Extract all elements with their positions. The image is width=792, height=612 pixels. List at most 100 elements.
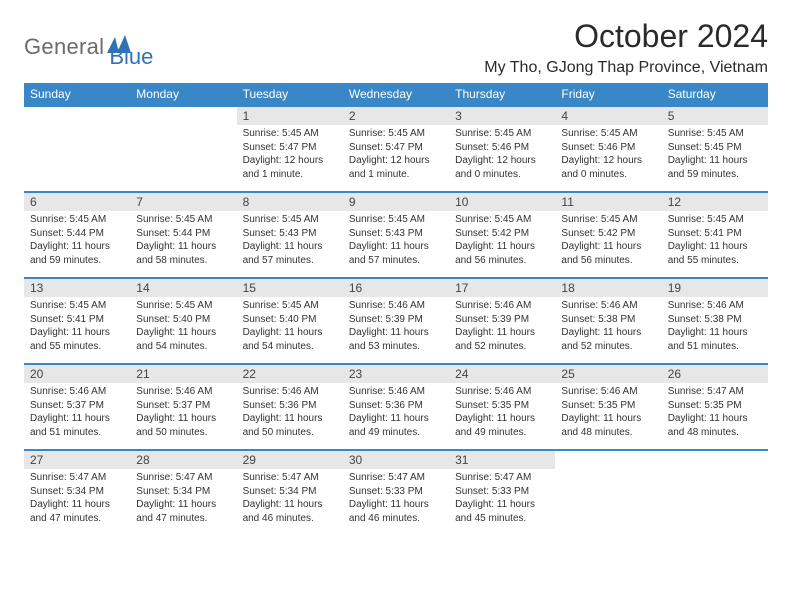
sunrise-text: Sunrise: 5:45 AM <box>455 127 549 141</box>
day-data-row: Sunrise: 5:45 AMSunset: 5:44 PMDaylight:… <box>24 211 768 278</box>
sunrise-text: Sunrise: 5:47 AM <box>455 471 549 485</box>
sunrise-text: Sunrise: 5:47 AM <box>136 471 230 485</box>
sunrise-text: Sunrise: 5:45 AM <box>136 213 230 227</box>
sunrise-text: Sunrise: 5:45 AM <box>668 213 762 227</box>
day-data-cell: Sunrise: 5:46 AMSunset: 5:37 PMDaylight:… <box>130 383 236 450</box>
day-data-cell: Sunrise: 5:47 AMSunset: 5:35 PMDaylight:… <box>662 383 768 450</box>
day-data-cell: Sunrise: 5:46 AMSunset: 5:36 PMDaylight:… <box>237 383 343 450</box>
sunrise-text: Sunrise: 5:46 AM <box>243 385 337 399</box>
day-number-cell: 25 <box>555 364 661 383</box>
sunset-text: Sunset: 5:43 PM <box>243 227 337 241</box>
day-data-cell: Sunrise: 5:45 AMSunset: 5:41 PMDaylight:… <box>662 211 768 278</box>
daylight-text: Daylight: 11 hours and 50 minutes. <box>136 412 230 439</box>
day-data-cell <box>24 125 130 192</box>
day-data-cell: Sunrise: 5:45 AMSunset: 5:46 PMDaylight:… <box>449 125 555 192</box>
sunset-text: Sunset: 5:42 PM <box>561 227 655 241</box>
day-number-row: 2728293031 <box>24 450 768 469</box>
day-data-cell: Sunrise: 5:46 AMSunset: 5:38 PMDaylight:… <box>662 297 768 364</box>
daylight-text: Daylight: 11 hours and 58 minutes. <box>136 240 230 267</box>
sunrise-text: Sunrise: 5:45 AM <box>349 127 443 141</box>
sunset-text: Sunset: 5:35 PM <box>668 399 762 413</box>
day-data-row: Sunrise: 5:45 AMSunset: 5:47 PMDaylight:… <box>24 125 768 192</box>
day-number-cell: 9 <box>343 192 449 211</box>
sunrise-text: Sunrise: 5:45 AM <box>561 213 655 227</box>
daylight-text: Daylight: 11 hours and 47 minutes. <box>30 498 124 525</box>
daylight-text: Daylight: 11 hours and 52 minutes. <box>455 326 549 353</box>
sunrise-text: Sunrise: 5:45 AM <box>243 127 337 141</box>
day-number-row: 20212223242526 <box>24 364 768 383</box>
sunrise-text: Sunrise: 5:45 AM <box>455 213 549 227</box>
sunset-text: Sunset: 5:37 PM <box>30 399 124 413</box>
sunset-text: Sunset: 5:34 PM <box>30 485 124 499</box>
sunrise-text: Sunrise: 5:46 AM <box>349 385 443 399</box>
day-data-cell: Sunrise: 5:45 AMSunset: 5:43 PMDaylight:… <box>237 211 343 278</box>
day-number-cell: 17 <box>449 278 555 297</box>
weekday-saturday: Saturday <box>662 83 768 106</box>
sunrise-text: Sunrise: 5:47 AM <box>349 471 443 485</box>
sunset-text: Sunset: 5:39 PM <box>455 313 549 327</box>
daylight-text: Daylight: 11 hours and 50 minutes. <box>243 412 337 439</box>
daylight-text: Daylight: 11 hours and 49 minutes. <box>455 412 549 439</box>
sunset-text: Sunset: 5:44 PM <box>136 227 230 241</box>
day-data-cell: Sunrise: 5:46 AMSunset: 5:37 PMDaylight:… <box>24 383 130 450</box>
sunrise-text: Sunrise: 5:45 AM <box>668 127 762 141</box>
title-block: October 2024 My Tho, GJong Thap Province… <box>484 18 768 77</box>
day-data-cell: Sunrise: 5:45 AMSunset: 5:43 PMDaylight:… <box>343 211 449 278</box>
sunrise-text: Sunrise: 5:46 AM <box>455 385 549 399</box>
day-number-cell: 18 <box>555 278 661 297</box>
daylight-text: Daylight: 11 hours and 56 minutes. <box>561 240 655 267</box>
day-data-cell: Sunrise: 5:46 AMSunset: 5:39 PMDaylight:… <box>343 297 449 364</box>
weekday-monday: Monday <box>130 83 236 106</box>
day-number-row: 13141516171819 <box>24 278 768 297</box>
sunrise-text: Sunrise: 5:45 AM <box>561 127 655 141</box>
sunset-text: Sunset: 5:33 PM <box>349 485 443 499</box>
daylight-text: Daylight: 11 hours and 46 minutes. <box>243 498 337 525</box>
day-number-cell: 26 <box>662 364 768 383</box>
sunrise-text: Sunrise: 5:47 AM <box>243 471 337 485</box>
day-number-cell: 20 <box>24 364 130 383</box>
day-data-cell: Sunrise: 5:46 AMSunset: 5:35 PMDaylight:… <box>449 383 555 450</box>
day-number-cell: 1 <box>237 106 343 125</box>
calendar-body: 12345Sunrise: 5:45 AMSunset: 5:47 PMDayl… <box>24 106 768 535</box>
day-data-cell: Sunrise: 5:45 AMSunset: 5:40 PMDaylight:… <box>130 297 236 364</box>
day-data-cell: Sunrise: 5:45 AMSunset: 5:44 PMDaylight:… <box>130 211 236 278</box>
day-data-row: Sunrise: 5:45 AMSunset: 5:41 PMDaylight:… <box>24 297 768 364</box>
day-number-cell: 14 <box>130 278 236 297</box>
daylight-text: Daylight: 11 hours and 54 minutes. <box>243 326 337 353</box>
sunrise-text: Sunrise: 5:46 AM <box>30 385 124 399</box>
sunset-text: Sunset: 5:35 PM <box>561 399 655 413</box>
sunrise-text: Sunrise: 5:46 AM <box>455 299 549 313</box>
day-data-cell: Sunrise: 5:45 AMSunset: 5:44 PMDaylight:… <box>24 211 130 278</box>
header: General Blue October 2024 My Tho, GJong … <box>24 18 768 77</box>
sunset-text: Sunset: 5:38 PM <box>668 313 762 327</box>
daylight-text: Daylight: 11 hours and 45 minutes. <box>455 498 549 525</box>
weekday-thursday: Thursday <box>449 83 555 106</box>
daylight-text: Daylight: 12 hours and 1 minute. <box>349 154 443 181</box>
day-number-cell: 29 <box>237 450 343 469</box>
day-number-cell: 6 <box>24 192 130 211</box>
day-data-cell: Sunrise: 5:45 AMSunset: 5:47 PMDaylight:… <box>237 125 343 192</box>
sunset-text: Sunset: 5:45 PM <box>668 141 762 155</box>
daylight-text: Daylight: 11 hours and 55 minutes. <box>30 326 124 353</box>
sunrise-text: Sunrise: 5:45 AM <box>243 299 337 313</box>
day-data-cell: Sunrise: 5:46 AMSunset: 5:36 PMDaylight:… <box>343 383 449 450</box>
day-data-cell: Sunrise: 5:47 AMSunset: 5:34 PMDaylight:… <box>237 469 343 535</box>
day-number-cell: 10 <box>449 192 555 211</box>
day-number-cell: 11 <box>555 192 661 211</box>
sunset-text: Sunset: 5:44 PM <box>30 227 124 241</box>
daylight-text: Daylight: 11 hours and 57 minutes. <box>349 240 443 267</box>
sunset-text: Sunset: 5:40 PM <box>243 313 337 327</box>
daylight-text: Daylight: 12 hours and 0 minutes. <box>561 154 655 181</box>
day-data-cell <box>130 125 236 192</box>
sunrise-text: Sunrise: 5:47 AM <box>668 385 762 399</box>
weekday-tuesday: Tuesday <box>237 83 343 106</box>
sunset-text: Sunset: 5:47 PM <box>349 141 443 155</box>
day-number-cell: 13 <box>24 278 130 297</box>
daylight-text: Daylight: 11 hours and 53 minutes. <box>349 326 443 353</box>
daylight-text: Daylight: 11 hours and 52 minutes. <box>561 326 655 353</box>
day-data-cell: Sunrise: 5:46 AMSunset: 5:35 PMDaylight:… <box>555 383 661 450</box>
logo: General Blue <box>24 24 153 70</box>
day-number-cell: 21 <box>130 364 236 383</box>
day-number-cell: 24 <box>449 364 555 383</box>
day-data-cell: Sunrise: 5:45 AMSunset: 5:46 PMDaylight:… <box>555 125 661 192</box>
